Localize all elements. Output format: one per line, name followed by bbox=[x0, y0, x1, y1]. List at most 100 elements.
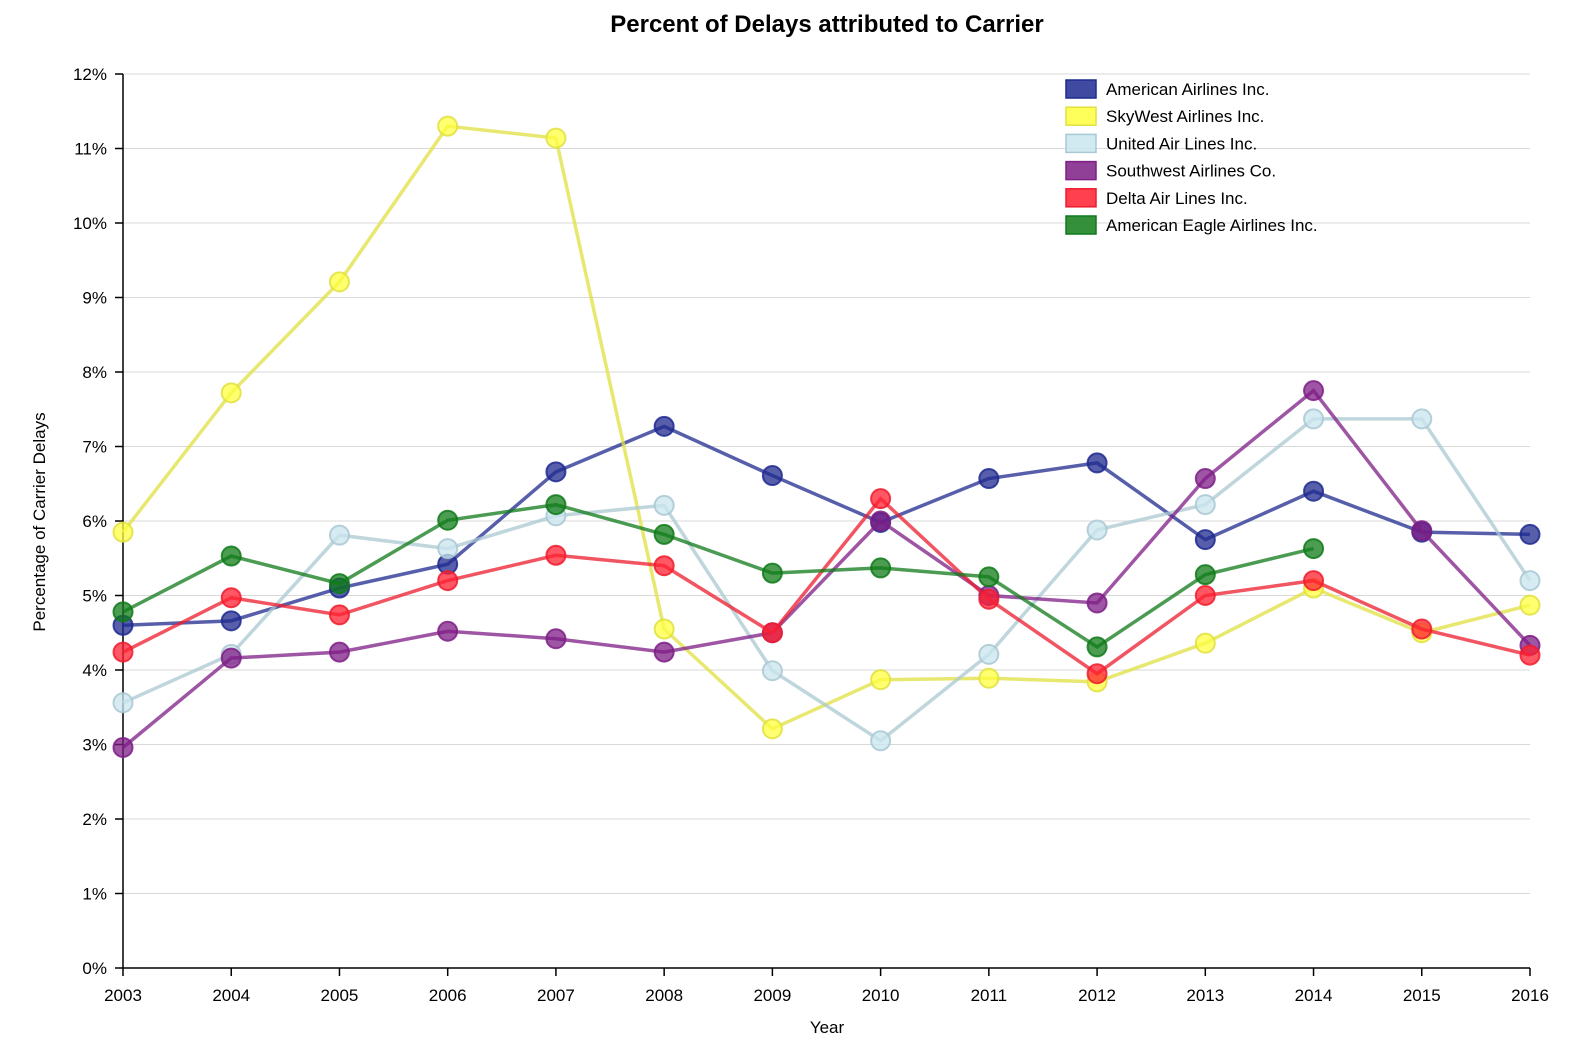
chart-title: Percent of Delays attributed to Carrier bbox=[610, 11, 1043, 38]
y-tick-label: 6% bbox=[82, 512, 107, 531]
data-point[interactable] bbox=[545, 494, 567, 516]
data-point[interactable] bbox=[112, 736, 134, 758]
data-point[interactable] bbox=[870, 488, 892, 510]
data-point[interactable] bbox=[1519, 570, 1541, 592]
y-tick-label: 7% bbox=[82, 438, 107, 457]
data-point[interactable] bbox=[1086, 592, 1108, 614]
legend-item: SkyWest Airlines Inc. bbox=[1065, 106, 1264, 126]
data-point[interactable] bbox=[1086, 663, 1108, 685]
x-tick-label: 2013 bbox=[1186, 986, 1224, 1005]
x-tick-label: 2007 bbox=[537, 986, 575, 1005]
data-point[interactable] bbox=[1519, 523, 1541, 545]
x-tick-label: 2014 bbox=[1295, 986, 1333, 1005]
data-point[interactable] bbox=[1303, 480, 1325, 502]
data-point[interactable] bbox=[1194, 529, 1216, 551]
y-tick-label: 4% bbox=[82, 661, 107, 680]
data-point[interactable] bbox=[1303, 380, 1325, 402]
data-point[interactable] bbox=[1303, 408, 1325, 430]
data-point[interactable] bbox=[437, 509, 459, 531]
data-point[interactable] bbox=[1411, 618, 1433, 640]
data-point[interactable] bbox=[761, 562, 783, 584]
data-point[interactable] bbox=[1194, 632, 1216, 654]
x-tick-label: 2006 bbox=[429, 986, 467, 1005]
data-point[interactable] bbox=[112, 641, 134, 663]
series-line bbox=[122, 502, 1314, 649]
data-point[interactable] bbox=[437, 620, 459, 642]
data-point[interactable] bbox=[1411, 520, 1433, 542]
data-point[interactable] bbox=[1411, 408, 1433, 430]
data-point[interactable] bbox=[978, 566, 1000, 588]
series-4 bbox=[112, 488, 1541, 685]
y-tick-label: 2% bbox=[82, 810, 107, 829]
data-point[interactable] bbox=[112, 692, 134, 714]
data-point[interactable] bbox=[1303, 570, 1325, 592]
data-point[interactable] bbox=[220, 545, 242, 567]
data-point[interactable] bbox=[220, 647, 242, 669]
data-point[interactable] bbox=[978, 643, 1000, 665]
legend-swatch bbox=[1065, 215, 1097, 235]
data-point[interactable] bbox=[978, 468, 1000, 490]
gridlines bbox=[123, 73, 1530, 894]
data-point[interactable] bbox=[653, 523, 675, 545]
data-point[interactable] bbox=[653, 618, 675, 640]
x-axis-label: Year bbox=[810, 1018, 845, 1037]
data-point[interactable] bbox=[761, 660, 783, 682]
data-point[interactable] bbox=[328, 641, 350, 663]
data-point[interactable] bbox=[1519, 644, 1541, 666]
data-point[interactable] bbox=[761, 622, 783, 644]
data-point[interactable] bbox=[653, 494, 675, 516]
data-point[interactable] bbox=[978, 588, 1000, 610]
data-point[interactable] bbox=[437, 115, 459, 137]
data-point[interactable] bbox=[1086, 519, 1108, 541]
legend-swatch bbox=[1065, 160, 1097, 181]
data-point[interactable] bbox=[870, 557, 892, 579]
data-point[interactable] bbox=[653, 415, 675, 437]
data-point[interactable] bbox=[545, 127, 567, 149]
data-point[interactable] bbox=[220, 587, 242, 609]
data-point[interactable] bbox=[220, 382, 242, 404]
data-point[interactable] bbox=[1519, 594, 1541, 616]
data-point[interactable] bbox=[1086, 636, 1108, 658]
x-tick-label: 2005 bbox=[321, 986, 359, 1005]
data-point[interactable] bbox=[1194, 494, 1216, 516]
data-point[interactable] bbox=[761, 718, 783, 740]
series-5 bbox=[112, 494, 1325, 658]
x-tick-label: 2016 bbox=[1511, 986, 1549, 1005]
data-point[interactable] bbox=[112, 521, 134, 543]
data-point[interactable] bbox=[978, 667, 1000, 689]
data-point[interactable] bbox=[761, 465, 783, 487]
data-point[interactable] bbox=[112, 601, 134, 623]
data-point[interactable] bbox=[328, 604, 350, 626]
data-point[interactable] bbox=[328, 271, 350, 293]
legend-swatch bbox=[1065, 133, 1097, 154]
legend-label: SkyWest Airlines Inc. bbox=[1106, 107, 1264, 126]
y-tick-label: 12% bbox=[73, 65, 107, 84]
data-point[interactable] bbox=[220, 610, 242, 632]
data-point[interactable] bbox=[545, 628, 567, 650]
x-tick-label: 2003 bbox=[104, 986, 142, 1005]
data-point[interactable] bbox=[870, 730, 892, 752]
data-point[interactable] bbox=[545, 461, 567, 483]
data-point[interactable] bbox=[1194, 564, 1216, 586]
legend-swatch bbox=[1065, 188, 1097, 208]
data-point[interactable] bbox=[1194, 468, 1216, 490]
data-point[interactable] bbox=[545, 544, 567, 566]
legend-item: American Eagle Airlines Inc. bbox=[1065, 215, 1318, 235]
data-point[interactable] bbox=[653, 555, 675, 577]
data-point[interactable] bbox=[328, 524, 350, 546]
data-point[interactable] bbox=[437, 570, 459, 592]
data-point[interactable] bbox=[1086, 452, 1108, 474]
data-point[interactable] bbox=[653, 641, 675, 663]
y-tick-label: 11% bbox=[74, 140, 107, 159]
data-point[interactable] bbox=[1194, 585, 1216, 606]
x-tick-label: 2015 bbox=[1403, 986, 1441, 1005]
data-point[interactable] bbox=[328, 573, 350, 595]
data-point[interactable] bbox=[1303, 538, 1325, 560]
series-line bbox=[121, 388, 1532, 749]
y-tick-label: 9% bbox=[82, 289, 107, 308]
data-point[interactable] bbox=[870, 669, 892, 691]
data-point[interactable] bbox=[870, 510, 892, 532]
legend-swatch bbox=[1065, 79, 1097, 99]
data-point[interactable] bbox=[437, 538, 459, 560]
legend-item: American Airlines Inc. bbox=[1065, 79, 1269, 99]
